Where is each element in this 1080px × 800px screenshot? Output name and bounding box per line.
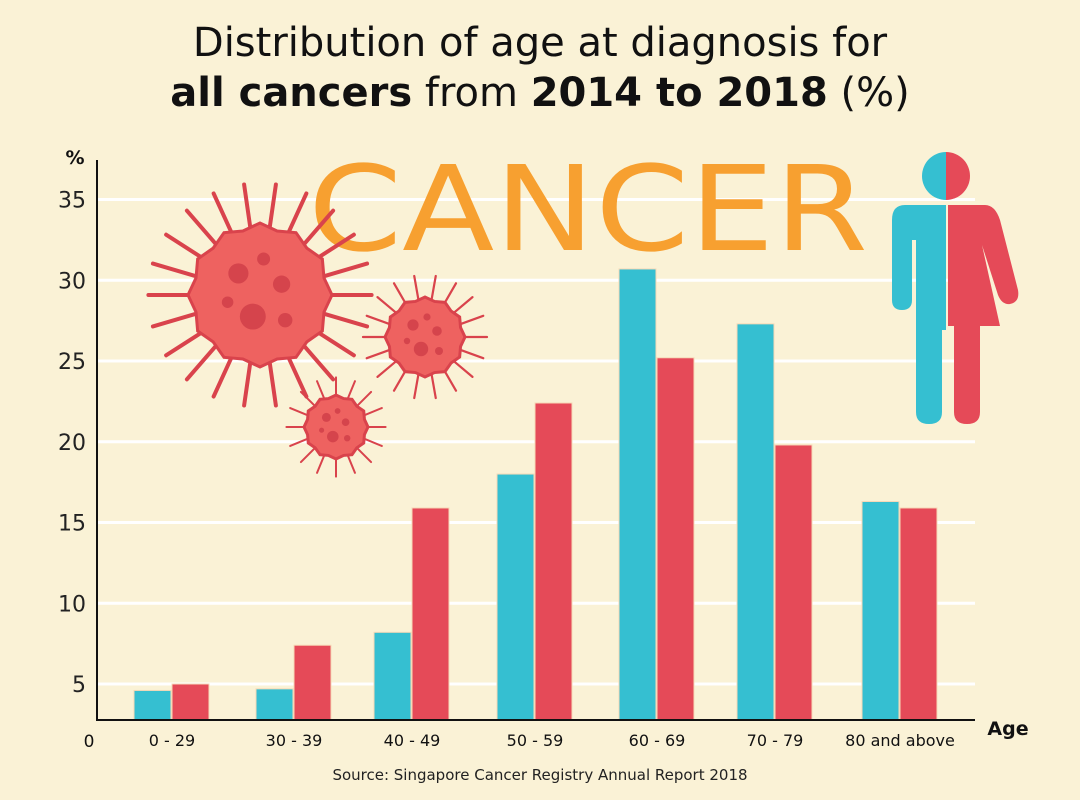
female-head bbox=[946, 152, 970, 200]
virus-spot bbox=[239, 303, 266, 330]
y-tick-label: 20 bbox=[58, 431, 86, 456]
virus-spot bbox=[334, 408, 341, 414]
virus-spot bbox=[221, 296, 234, 308]
y-tick-label: 25 bbox=[58, 350, 86, 375]
y-tick-label: 10 bbox=[58, 592, 86, 617]
male-female-icon bbox=[892, 152, 1019, 424]
source-note: Source: Singapore Cancer Registry Annual… bbox=[332, 766, 748, 784]
bar-female bbox=[656, 357, 695, 721]
x-tick-label: 0 - 29 bbox=[149, 731, 195, 750]
bar-female bbox=[774, 444, 813, 721]
bar-female bbox=[293, 644, 332, 721]
male-body bbox=[892, 205, 946, 424]
bar-male bbox=[496, 473, 535, 721]
virus-spot bbox=[435, 347, 443, 355]
male-head bbox=[922, 152, 946, 200]
virus-spot bbox=[321, 412, 331, 422]
virus-spot bbox=[341, 418, 350, 427]
y-tick-label: 5 bbox=[72, 673, 86, 698]
virus-spot bbox=[272, 275, 291, 293]
x-tick-label: 40 - 49 bbox=[384, 731, 441, 750]
virus-spot bbox=[319, 427, 325, 433]
title-end: (%) bbox=[827, 70, 910, 116]
virus-spot bbox=[257, 252, 271, 266]
virus-icon-small bbox=[285, 376, 387, 478]
virus-icon-large bbox=[146, 182, 374, 408]
y-tick-label: 35 bbox=[58, 189, 86, 214]
bar-female bbox=[171, 683, 210, 721]
virus-spot bbox=[403, 337, 411, 345]
x-tick-label: 80 and above bbox=[845, 731, 955, 750]
title-mid: from bbox=[412, 70, 531, 116]
origin-label: 0 bbox=[84, 732, 95, 752]
virus-spot bbox=[228, 263, 249, 284]
y-tick-label: 15 bbox=[58, 512, 86, 537]
x-tick-label: 70 - 79 bbox=[747, 731, 804, 750]
bar-male bbox=[255, 688, 294, 721]
title-line-1: Distribution of age at diagnosis for bbox=[192, 20, 888, 66]
title-line-2: all cancers from 2014 to 2018 (%) bbox=[0, 68, 1080, 118]
x-tick-label: 30 - 39 bbox=[266, 731, 323, 750]
y-tick-label: 30 bbox=[58, 269, 86, 294]
female-body bbox=[948, 205, 1019, 424]
bar-female bbox=[411, 507, 450, 721]
bar-male bbox=[618, 268, 657, 721]
bar-female bbox=[534, 402, 573, 721]
y-axis-label: % bbox=[65, 147, 84, 169]
bar-female bbox=[899, 507, 938, 721]
bar-male bbox=[861, 501, 900, 721]
title-bold-1: all cancers bbox=[170, 70, 413, 116]
chart-title: Distribution of age at diagnosis for all… bbox=[0, 18, 1080, 118]
bar-male bbox=[373, 631, 412, 721]
x-axis-label: Age bbox=[987, 718, 1028, 740]
bar-male bbox=[133, 689, 172, 721]
virus-body bbox=[383, 295, 467, 379]
title-bold-2: 2014 to 2018 bbox=[530, 70, 828, 116]
virus-spot bbox=[327, 430, 339, 443]
bar-male bbox=[736, 323, 775, 721]
virus-spot bbox=[407, 319, 419, 331]
virus-spot bbox=[423, 313, 431, 321]
virus-body bbox=[302, 393, 370, 461]
x-tick-label: 60 - 69 bbox=[629, 731, 686, 750]
virus-spot bbox=[278, 313, 293, 328]
x-tick-label: 50 - 59 bbox=[507, 731, 564, 750]
virus-spot bbox=[432, 326, 442, 336]
virus-icon-medium bbox=[361, 274, 489, 400]
virus-spot bbox=[344, 435, 351, 442]
virus-spot bbox=[413, 341, 429, 357]
cancer-decor-text: CANCER bbox=[308, 140, 868, 278]
virus-body bbox=[186, 221, 334, 369]
